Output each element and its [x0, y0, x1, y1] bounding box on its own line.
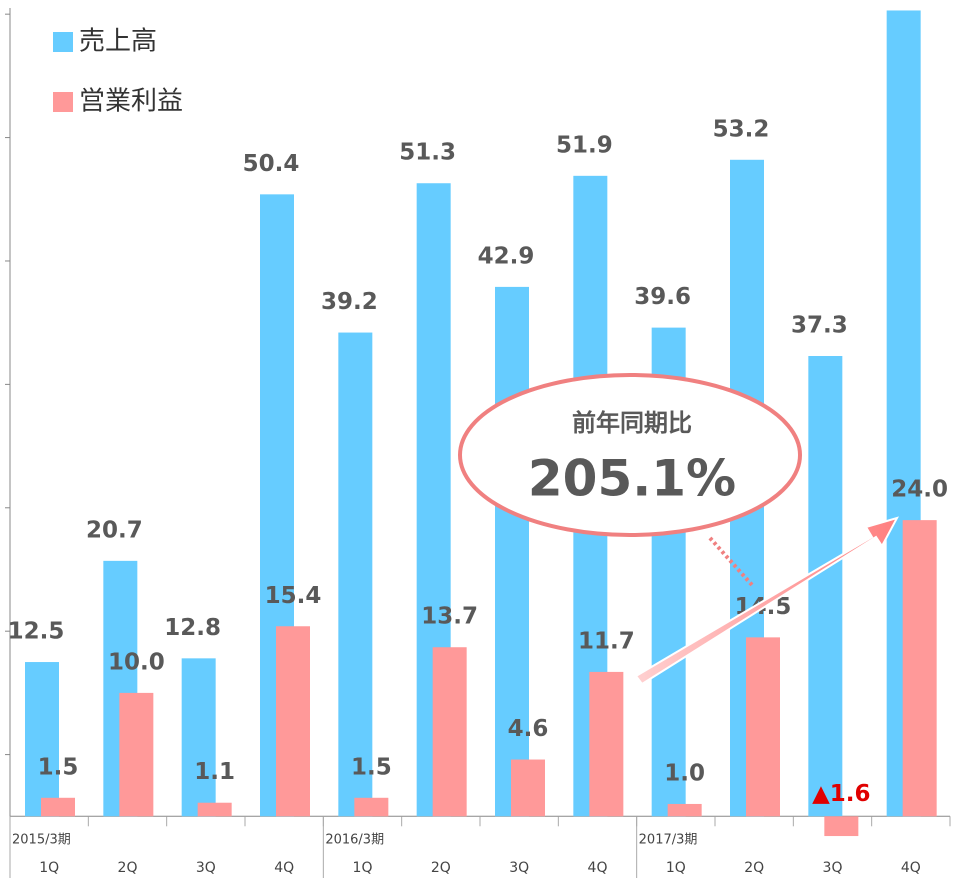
value-label: 53.2: [713, 116, 770, 142]
bar: [511, 759, 545, 817]
x-tick-label: 1Q: [353, 860, 373, 876]
value-label: 11.7: [578, 628, 635, 654]
bar: [746, 637, 780, 817]
value-label: ▲1.6: [812, 781, 870, 807]
bar: [25, 662, 59, 817]
growth-arrow: [634, 516, 900, 686]
bar: [824, 816, 859, 837]
bar: [181, 658, 216, 817]
bar: [119, 692, 154, 817]
bar: [41, 797, 75, 817]
value-label: 51.3: [399, 140, 456, 166]
bar: [902, 520, 937, 817]
value-label: 24.0: [891, 477, 948, 503]
x-tick-label: 1Q: [39, 860, 59, 876]
legend-swatch: [53, 92, 73, 112]
x-tick-label: 3Q: [823, 860, 843, 876]
bar: [432, 647, 467, 817]
value-label: 12.5: [8, 619, 65, 645]
value-label: 1.5: [38, 754, 79, 780]
value-label: 20.7: [86, 517, 143, 543]
value-label: 42.9: [478, 243, 535, 269]
value-label: 1.5: [351, 754, 392, 780]
value-label: 39.6: [634, 284, 691, 310]
bar: [338, 332, 373, 817]
x-tick-label: 3Q: [196, 860, 216, 876]
legend-label: 営業利益: [79, 87, 183, 117]
value-label: 1.1: [194, 759, 235, 785]
bar: [354, 797, 389, 817]
bar: [808, 356, 843, 817]
value-label: 1.0: [664, 760, 705, 786]
value-label: 15.4: [265, 583, 322, 609]
x-tick-label: 3Q: [509, 860, 529, 876]
value-label: 37.3: [791, 313, 848, 339]
legend-label: 売上高: [79, 27, 157, 57]
callout-title: 前年同期比: [572, 409, 692, 437]
value-label: 39.2: [321, 289, 378, 315]
group-label: 2017/3期: [639, 833, 698, 848]
group-label: 2015/3期: [12, 833, 71, 848]
x-tick-label: 1Q: [666, 860, 686, 876]
value-label: 4.6: [508, 716, 549, 742]
callout: [458, 373, 802, 537]
legend-swatch: [53, 32, 73, 52]
x-tick-label: 4Q: [274, 860, 294, 876]
x-tick-label: 4Q: [901, 860, 921, 876]
value-label: 12.8: [164, 615, 221, 641]
value-label: 10.0: [108, 649, 165, 675]
value-label: 13.7: [421, 604, 478, 630]
callout-value: 205.1%: [528, 450, 736, 508]
group-label: 2016/3期: [325, 833, 384, 848]
bar: [667, 803, 702, 817]
dotted-leader: [708, 536, 754, 587]
bar: [495, 286, 529, 817]
bar: [197, 802, 232, 817]
bar: [589, 671, 624, 817]
x-tick-label: 4Q: [588, 860, 608, 876]
x-tick-label: 2Q: [431, 860, 451, 876]
bar: [276, 626, 310, 817]
x-tick-label: 2Q: [118, 860, 138, 876]
value-label: 50.4: [243, 151, 300, 177]
value-label: 51.9: [556, 132, 613, 158]
x-tick-label: 2Q: [744, 860, 764, 876]
